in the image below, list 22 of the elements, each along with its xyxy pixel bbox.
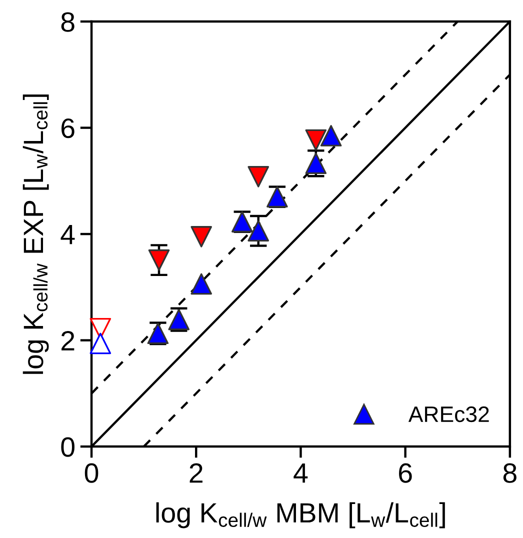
point bbox=[90, 332, 112, 354]
y-tick-label: 8 bbox=[61, 12, 74, 32]
point bbox=[305, 129, 327, 151]
x-tick-label: 6 bbox=[399, 463, 412, 483]
point bbox=[248, 220, 270, 242]
point bbox=[190, 226, 212, 248]
legend-label: AREc32 bbox=[408, 406, 489, 422]
x-tick-label: 2 bbox=[190, 463, 202, 483]
y-tick-label: 6 bbox=[62, 118, 74, 138]
x-tick-label: 0 bbox=[84, 463, 98, 483]
x-axis-title: log K$_{cell/w}$ MBM [L$_{w}$/L$_{cell}$] bbox=[156, 502, 445, 528]
y-tick-label: 2 bbox=[62, 330, 74, 350]
x-tick-label: 8 bbox=[503, 463, 516, 483]
point bbox=[248, 166, 270, 188]
x-tick-label: 4 bbox=[294, 464, 308, 483]
point bbox=[320, 125, 342, 146]
point bbox=[305, 152, 327, 174]
point bbox=[190, 273, 212, 295]
point bbox=[148, 249, 170, 271]
y-tick-label: 4 bbox=[60, 224, 75, 244]
y-axis-title: log K$_{cell/w}$ EXP [L$_{w}$/L$_{cell}$] bbox=[22, 94, 49, 374]
y-tick-label: 0 bbox=[61, 437, 74, 457]
